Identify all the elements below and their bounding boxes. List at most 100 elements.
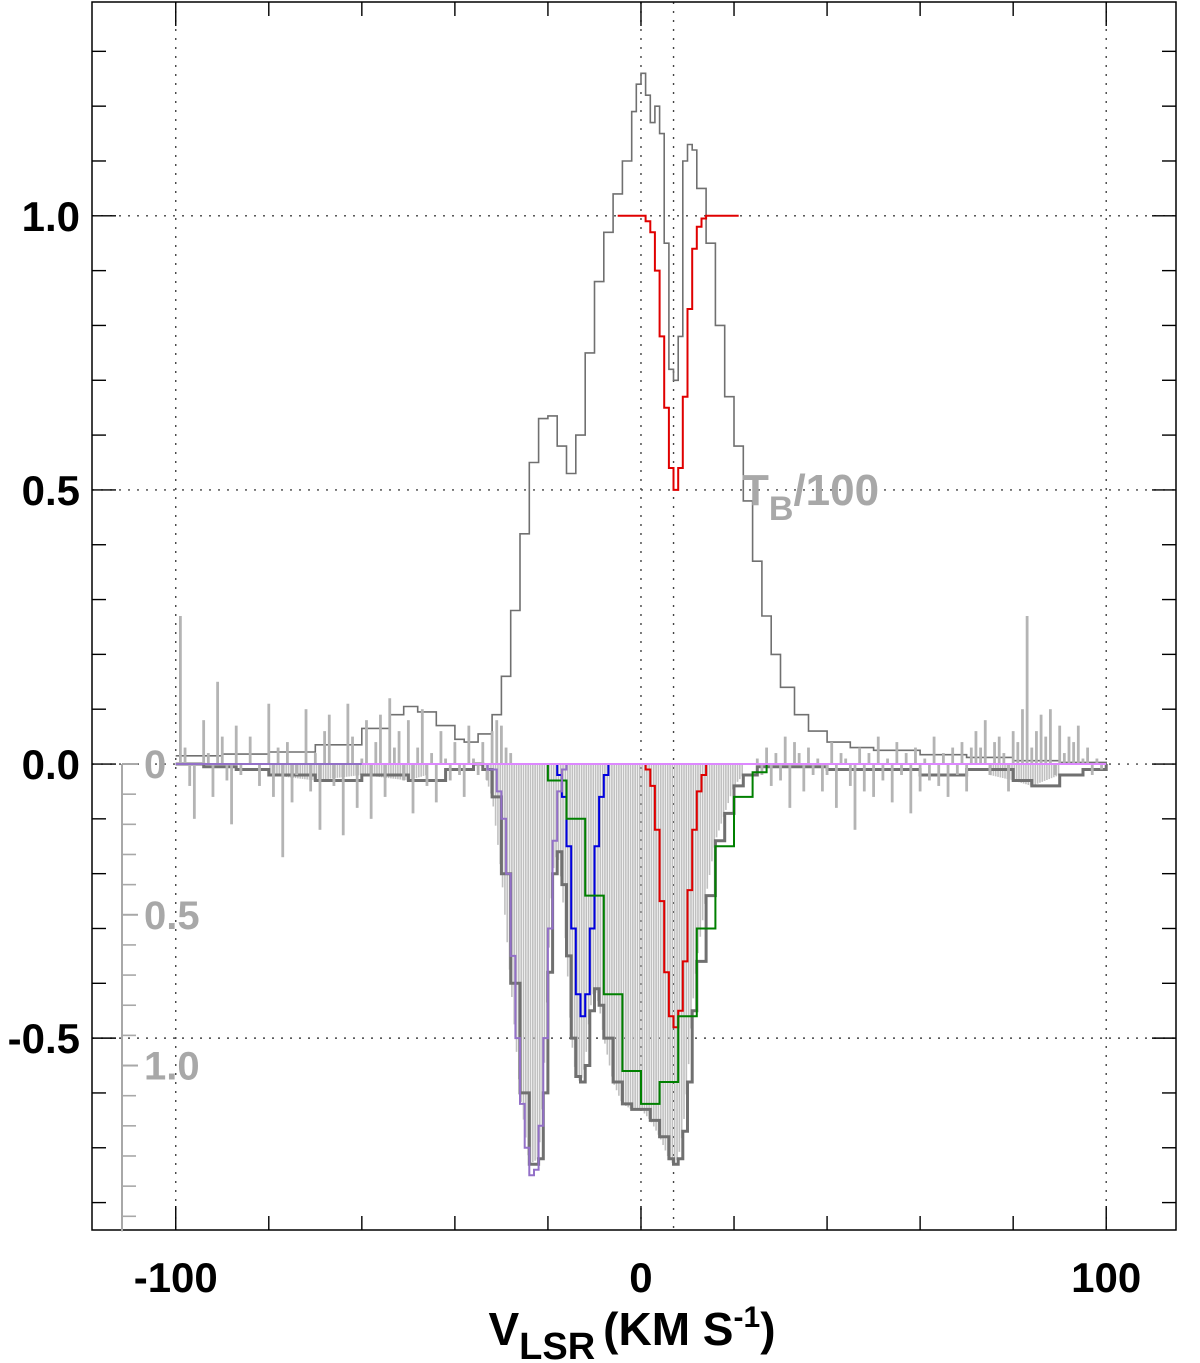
noise-bar <box>774 753 778 765</box>
noise-bar <box>453 742 457 765</box>
noise-bar <box>383 764 387 797</box>
noise-bar <box>821 764 824 792</box>
noise-bar <box>988 764 992 775</box>
noise-bar <box>876 736 880 765</box>
tau-tick-label: 0.5 <box>144 894 200 938</box>
noise-bar <box>811 764 815 775</box>
noise-bar <box>309 764 313 792</box>
noise-bar <box>313 753 317 765</box>
noise-bar <box>955 764 959 775</box>
noise-bar <box>481 742 485 765</box>
noise-bar <box>425 764 429 786</box>
noise-bar <box>234 725 238 765</box>
noise-bar <box>1039 714 1043 765</box>
noise-bar <box>216 681 220 765</box>
noise-bar <box>290 764 294 803</box>
noise-bar <box>937 764 941 786</box>
noise-bar <box>402 764 406 781</box>
noise-bar <box>327 714 331 765</box>
noise-bar <box>974 731 978 765</box>
noise-bar <box>406 720 410 765</box>
noise-bar <box>202 720 206 765</box>
noise-bar <box>1072 742 1076 765</box>
noise-bar <box>779 764 782 781</box>
noise-bar <box>444 758 447 765</box>
noise-bar <box>332 764 336 786</box>
noise-bar <box>1058 725 1062 765</box>
noise-bar <box>318 764 322 830</box>
noise-bar <box>360 758 364 765</box>
noise-bar <box>760 764 764 775</box>
noise-bar <box>793 742 796 765</box>
noise-bar <box>783 736 787 765</box>
noise-bar <box>1100 764 1103 770</box>
noise-bar <box>206 753 210 765</box>
noise-bar <box>904 753 908 765</box>
noise-bar <box>765 747 768 765</box>
noise-bar <box>797 753 801 765</box>
noise-bar <box>914 747 917 765</box>
noise-bar <box>909 764 913 814</box>
noise-bar <box>825 764 829 775</box>
noise-bar <box>439 731 443 765</box>
noise-bar <box>486 764 489 781</box>
noise-bar <box>276 747 280 765</box>
noise-bar <box>1090 764 1094 775</box>
x-tick-label: -100 <box>134 1254 218 1301</box>
noise-bar <box>1086 747 1090 765</box>
tb-annotation: TB/100 <box>742 466 879 528</box>
noise-bar <box>941 753 945 765</box>
noise-bar <box>1025 616 1029 765</box>
noise-bar <box>500 725 503 765</box>
noise-bar <box>1053 764 1057 775</box>
noise-bar <box>420 709 424 765</box>
gaussian-component <box>529 763 1107 1105</box>
noise-bar <box>979 747 982 765</box>
noise-bar <box>769 764 773 786</box>
tau-tick-label: 1.0 <box>144 1045 200 1089</box>
noise-bar <box>1016 742 1020 765</box>
noise-bar <box>304 709 308 765</box>
noise-bar <box>220 736 224 765</box>
gaussian-component <box>617 214 739 491</box>
noise-bar <box>1035 731 1038 765</box>
noise-bar <box>983 720 987 765</box>
noise-bar <box>230 764 233 825</box>
noise-bar <box>853 764 857 830</box>
noise-bar <box>1062 753 1066 765</box>
gaussian-component <box>594 763 739 1029</box>
noise-bar <box>388 698 392 765</box>
noise-bar <box>969 747 973 765</box>
noise-bar <box>1048 709 1052 765</box>
axis-ticks: -100 0 100 -0.5 0.0 0.5 1.0 <box>8 2 1176 1301</box>
noise-bar <box>886 758 889 765</box>
noise-bar <box>183 747 187 765</box>
noise-bar <box>932 736 936 765</box>
noise-bar <box>1021 709 1024 765</box>
noise-bar <box>788 764 792 808</box>
noise-bar <box>393 747 396 765</box>
tau-axis: 0 0.5 1.0 <box>121 743 200 1232</box>
noise-bar <box>802 764 806 792</box>
noise-bar <box>379 714 382 765</box>
noise-bar <box>495 720 499 765</box>
noise-bar <box>1011 731 1015 765</box>
noise-bar <box>248 736 252 765</box>
noise-bar <box>946 764 950 797</box>
noise-bar <box>351 736 354 765</box>
noise-bar <box>458 764 461 775</box>
noise-bar <box>472 758 475 765</box>
y-tick-label: -0.5 <box>8 1015 80 1062</box>
noise-bar <box>872 764 875 797</box>
noise-bar <box>816 758 820 765</box>
noise-bar <box>286 742 289 765</box>
noise-bar <box>1095 758 1099 765</box>
noise-bar <box>430 753 434 765</box>
noise-bar <box>928 764 931 781</box>
emission-profile <box>175 72 1107 764</box>
noise-bar <box>267 703 271 765</box>
y-tick-label: 0.0 <box>22 741 80 788</box>
noise-bar <box>960 742 964 765</box>
plot-frame <box>91 1 1177 1231</box>
grid-lines <box>92 2 1176 1230</box>
